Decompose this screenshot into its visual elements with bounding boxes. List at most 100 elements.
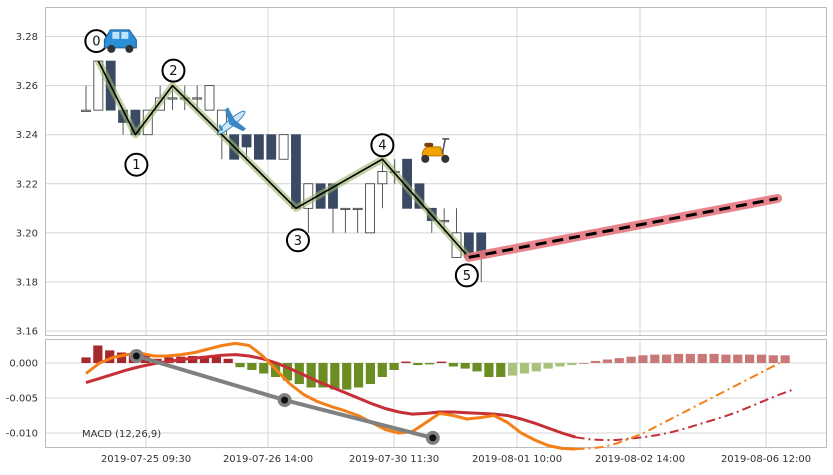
macd-histogram-bar [638,355,648,363]
macd-histogram-bar [306,363,316,388]
macd-histogram-bar [531,363,541,372]
scooter-wheel [421,154,430,163]
axis-layer: 2019-07-25 09:30 2019-07-26 14:00 2019-07-… [6,32,811,465]
airplane-wing [224,107,235,125]
macd-panel [81,341,794,451]
zigzag-point-label: 5 [463,269,471,284]
candle-up [377,171,388,185]
price-y-tick-label: 3.26 [16,81,38,92]
zigzag-point-marker: 5 [454,263,479,288]
macd-histogram-bar [745,354,755,363]
candle-down [241,134,252,148]
x-tick-label: 2019-08-02 14:00 [595,454,685,465]
macd-histogram-bar [780,355,790,363]
macd-histogram-bar [460,363,470,369]
macd-histogram-bar [105,350,115,363]
car-wheel [107,44,116,53]
zigzag-point-label: 0 [92,35,100,50]
macd-histogram-bar [389,363,399,370]
macd-y-tick-label: 0.000 [9,359,38,370]
x-tick-label: 2019-07-30 11:30 [349,454,439,465]
macd-panel-frame [45,339,827,448]
car-window [121,31,129,39]
macd-histogram-bar [436,361,447,363]
scooter-wheel [441,154,450,163]
price-y-tick-label: 3.28 [16,32,38,43]
macd-histogram-bar [330,363,340,390]
macd-histogram-bar [721,354,731,363]
candle-up [81,109,91,112]
macd-y-tick-label: -0.005 [6,394,38,405]
candle-up [278,134,289,160]
zigzag-point-marker: 4 [370,133,395,158]
macd-histogram-bar [768,355,778,363]
airplane-tail [218,124,224,132]
macd-histogram-bar [662,354,672,363]
divergence-point-inner [429,434,437,442]
scooter-stem [441,138,447,155]
macd-histogram-bar [614,358,624,363]
macd-line [85,341,576,451]
candle-up [352,207,363,210]
price-panel: 0 1 2 3 4 5 [81,29,783,288]
car-icon [103,29,137,53]
car-body [103,29,137,49]
x-tick-label: 2019-08-01 10:00 [472,454,562,465]
grid-layer [46,8,826,447]
macd-histogram-bar [472,363,482,372]
macd-projection [575,362,781,451]
x-tick-label: 2019-07-26 14:00 [223,454,313,465]
macd-histogram-bar [496,363,506,377]
scooter-seat [424,142,434,147]
candle-up [204,85,215,111]
macd-histogram-bar [365,363,375,384]
scooter-body [421,146,446,157]
scooter-icon [421,138,450,163]
macd-histogram-bar [401,361,411,363]
macd-histogram-bar [81,357,91,363]
zigzag-point-marker: 2 [161,58,186,83]
divergence-point-inner [132,352,140,360]
macd-histogram-bar [579,363,589,364]
zigzag-point-circle [124,152,149,177]
macd-histogram-bar [756,354,767,363]
zigzag-point-label: 2 [169,64,177,79]
macd-histogram-bar [425,363,435,365]
macd-histogram-bar [116,352,127,363]
x-tick-label: 2019-07-25 09:30 [101,454,191,465]
zigzag-point-circle [370,133,395,158]
price-panel-frame [45,7,827,336]
macd-histogram-bar [709,353,719,363]
macd-histogram-bar [199,357,210,363]
macd-histogram-bar [508,363,518,376]
macd-histogram-bar [626,356,636,363]
candle-down [266,134,277,160]
x-tick-label: 2019-08-06 12:00 [721,454,811,465]
macd-histogram-bar [484,363,494,377]
macd-histogram-bar [247,363,257,370]
airplane-icon [217,107,247,135]
price-y-tick-label: 3.16 [16,327,38,338]
macd-histogram-bar [602,359,612,363]
candle-down [291,134,301,209]
price-y-tick-label: 3.24 [16,130,38,141]
macd-y-tick-label: -0.010 [6,429,38,440]
price-y-tick-label: 3.18 [16,277,38,288]
candle-up [365,183,375,234]
candle-up [340,207,351,210]
macd-histogram-bar [353,363,364,388]
macd-histogram-bar [93,345,103,363]
projection-line [468,197,778,259]
macd-histogram-bar [543,363,553,369]
divergence-point-inner [281,396,289,404]
macd-histogram-bar [685,353,695,363]
macd-histogram-bar [448,363,458,367]
macd-histogram-bar [211,356,221,363]
airplane-wing [229,119,247,132]
macd-histogram-bar [413,363,423,366]
macd-histogram-bar [673,353,684,363]
macd-histogram-bar [259,363,269,374]
macd-histogram-bar [590,360,601,363]
